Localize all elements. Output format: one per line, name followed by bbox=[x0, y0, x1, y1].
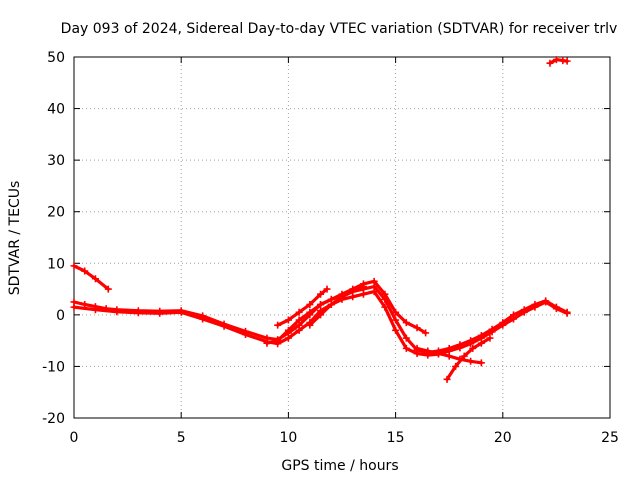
x-tick-label: 25 bbox=[601, 430, 619, 446]
data-point bbox=[563, 309, 571, 317]
data-point bbox=[284, 326, 292, 334]
data-point bbox=[563, 57, 571, 65]
data-point bbox=[460, 352, 468, 360]
data-point bbox=[499, 321, 507, 329]
data-point bbox=[381, 290, 389, 298]
data-point bbox=[520, 308, 528, 316]
data-point bbox=[434, 350, 442, 358]
data-point bbox=[402, 319, 410, 327]
data-point bbox=[467, 357, 475, 365]
data-point bbox=[392, 308, 400, 316]
data-point bbox=[477, 359, 485, 367]
x-tick-label: 5 bbox=[177, 430, 186, 446]
data-point bbox=[477, 339, 485, 347]
x-axis-label: GPS time / hours bbox=[281, 458, 398, 474]
data-point bbox=[422, 329, 430, 337]
data-point bbox=[392, 326, 400, 334]
plot-area bbox=[73, 56, 611, 419]
data-point bbox=[220, 322, 228, 330]
data-point bbox=[552, 56, 560, 64]
data-series bbox=[70, 56, 571, 383]
data-point bbox=[284, 334, 292, 342]
series-track-a bbox=[72, 264, 110, 291]
data-point bbox=[242, 330, 250, 338]
data-point bbox=[349, 288, 357, 296]
x-tick-label: 10 bbox=[279, 430, 297, 446]
grid-lines bbox=[74, 57, 610, 418]
data-point bbox=[327, 301, 335, 309]
data-point bbox=[443, 375, 451, 383]
x-tick-label: 15 bbox=[387, 430, 405, 446]
y-tick-label: -20 bbox=[42, 411, 65, 427]
data-point bbox=[424, 347, 432, 355]
data-point bbox=[91, 306, 99, 314]
data-point bbox=[263, 339, 271, 347]
data-point bbox=[510, 315, 518, 323]
data-point bbox=[306, 321, 314, 329]
y-tick-label: 40 bbox=[47, 102, 65, 118]
data-point bbox=[488, 328, 496, 336]
data-point bbox=[452, 362, 460, 370]
y-axis-label: SDTVAR / TECUs bbox=[7, 181, 23, 296]
data-point bbox=[338, 293, 346, 301]
data-point bbox=[469, 344, 477, 352]
data-point bbox=[456, 344, 464, 352]
series-track-c bbox=[72, 290, 569, 357]
y-tick-label: 20 bbox=[47, 205, 65, 221]
data-point bbox=[445, 352, 453, 360]
series-track-h bbox=[445, 336, 492, 381]
data-point bbox=[113, 308, 121, 316]
data-point bbox=[542, 298, 550, 306]
data-point bbox=[370, 288, 378, 296]
y-tick-label: 50 bbox=[47, 50, 65, 66]
data-point bbox=[306, 308, 314, 316]
data-point bbox=[104, 285, 112, 293]
data-point bbox=[323, 285, 331, 293]
data-point bbox=[531, 303, 539, 311]
data-point bbox=[274, 321, 282, 329]
y-tick-label: 0 bbox=[56, 308, 65, 324]
data-point bbox=[413, 344, 421, 352]
data-point bbox=[402, 334, 410, 342]
data-point bbox=[486, 334, 494, 342]
data-point bbox=[295, 316, 303, 324]
data-point bbox=[546, 59, 554, 67]
data-point bbox=[295, 326, 303, 334]
data-point bbox=[70, 303, 78, 311]
axis-ticks: 0 5 10 15 20 25 -20 -10 0 10 20 30 40 50 bbox=[42, 50, 619, 446]
data-point bbox=[274, 337, 282, 345]
x-tick-label: 20 bbox=[494, 430, 512, 446]
data-point bbox=[177, 308, 185, 316]
data-point bbox=[199, 315, 207, 323]
data-point bbox=[284, 316, 292, 324]
x-tick-label: 0 bbox=[70, 430, 79, 446]
series-track-f bbox=[308, 284, 365, 327]
y-tick-label: 30 bbox=[47, 153, 65, 169]
series-track-d bbox=[265, 279, 428, 345]
data-point bbox=[370, 277, 378, 285]
y-tick-label: -10 bbox=[42, 359, 65, 375]
data-point bbox=[91, 275, 99, 283]
data-point bbox=[81, 267, 89, 275]
series-track-e bbox=[276, 287, 329, 327]
data-point bbox=[134, 309, 142, 317]
data-point bbox=[317, 311, 325, 319]
data-point bbox=[392, 316, 400, 324]
data-point bbox=[306, 301, 314, 309]
data-point bbox=[317, 301, 325, 309]
data-point bbox=[359, 290, 367, 298]
data-point bbox=[467, 340, 475, 348]
y-tick-label: 10 bbox=[47, 256, 65, 272]
data-point bbox=[156, 309, 164, 317]
data-point bbox=[70, 262, 78, 270]
chart-title: Day 093 of 2024, Sidereal Day-to-day VTE… bbox=[61, 21, 618, 37]
data-point bbox=[359, 282, 367, 290]
data-point bbox=[381, 303, 389, 311]
data-point bbox=[295, 308, 303, 316]
data-point bbox=[317, 290, 325, 298]
data-point bbox=[552, 305, 560, 313]
data-point bbox=[402, 344, 410, 352]
data-point bbox=[413, 324, 421, 332]
